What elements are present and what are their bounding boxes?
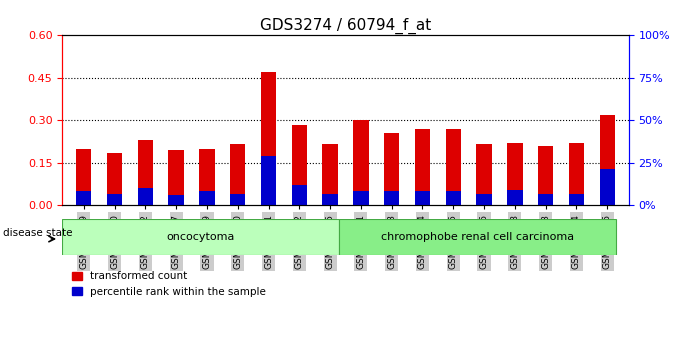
Bar bbox=[323, 194, 338, 205]
Bar bbox=[169, 150, 184, 195]
Bar bbox=[107, 194, 122, 205]
Bar bbox=[476, 194, 492, 205]
Bar bbox=[230, 144, 245, 194]
Bar bbox=[292, 185, 307, 205]
Bar bbox=[199, 191, 215, 205]
Bar bbox=[538, 194, 553, 205]
Bar bbox=[353, 191, 368, 205]
Bar bbox=[415, 129, 430, 191]
Text: disease state: disease state bbox=[3, 228, 73, 238]
Bar bbox=[384, 133, 399, 191]
Bar bbox=[261, 72, 276, 156]
Bar bbox=[538, 146, 553, 194]
Bar bbox=[292, 125, 307, 185]
Bar bbox=[507, 190, 522, 205]
Bar bbox=[569, 194, 584, 205]
Title: GDS3274 / 60794_f_at: GDS3274 / 60794_f_at bbox=[260, 18, 431, 34]
Bar bbox=[138, 140, 153, 188]
Bar bbox=[230, 194, 245, 205]
Bar bbox=[138, 188, 153, 205]
Bar bbox=[169, 195, 184, 205]
Bar bbox=[107, 153, 122, 194]
Bar bbox=[261, 156, 276, 205]
Bar bbox=[76, 149, 91, 191]
Bar bbox=[323, 144, 338, 194]
Bar bbox=[446, 129, 461, 191]
Bar bbox=[339, 219, 616, 255]
Text: oncocytoma: oncocytoma bbox=[167, 232, 235, 242]
Bar bbox=[600, 115, 615, 169]
Bar bbox=[569, 143, 584, 194]
Bar bbox=[76, 191, 91, 205]
Bar bbox=[384, 191, 399, 205]
Bar bbox=[476, 144, 492, 194]
Bar bbox=[415, 191, 430, 205]
Bar bbox=[507, 143, 522, 190]
Bar bbox=[446, 191, 461, 205]
Bar bbox=[600, 169, 615, 205]
Legend: transformed count, percentile rank within the sample: transformed count, percentile rank withi… bbox=[68, 267, 270, 301]
Text: chromophobe renal cell carcinoma: chromophobe renal cell carcinoma bbox=[381, 232, 574, 242]
Bar bbox=[199, 149, 215, 191]
Bar bbox=[62, 219, 339, 255]
Bar bbox=[353, 120, 368, 191]
